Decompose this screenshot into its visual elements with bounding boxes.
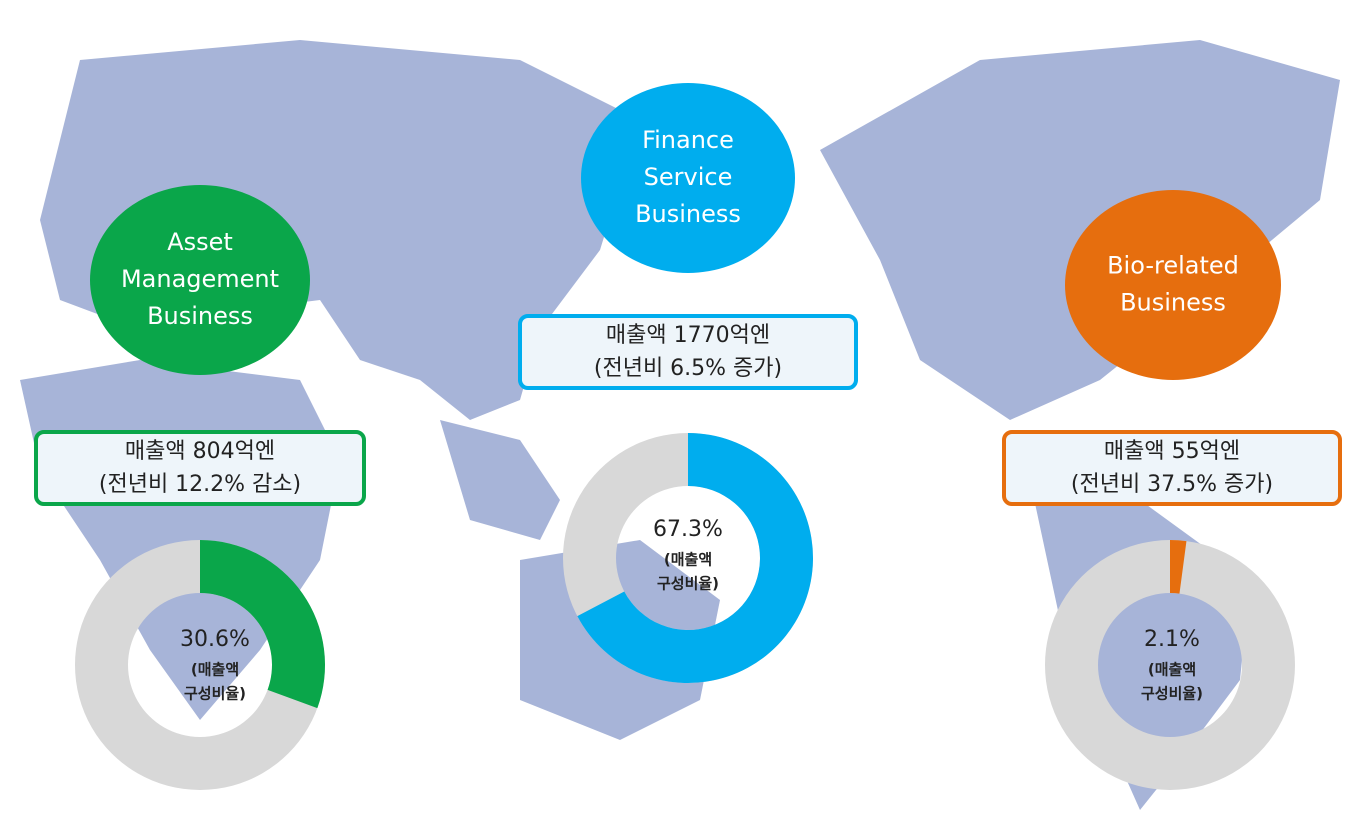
value-label: 30.6% — [180, 627, 250, 652]
ratio-note: (매출액 — [191, 661, 239, 679]
sales-box — [34, 430, 366, 506]
sales-text: 매출액 804억엔 — [125, 439, 275, 464]
business-name: Bio-related — [1107, 252, 1239, 280]
donut-segment — [200, 540, 325, 709]
sales-text: (전년비 37.5% 증가) — [1071, 472, 1273, 497]
sales-text: (전년비 12.2% 감소) — [99, 472, 301, 497]
donut-rest — [1044, 540, 1295, 791]
business-name: Business — [147, 302, 253, 330]
business-name: Business — [1120, 289, 1226, 317]
value-label: 67.3% — [653, 517, 723, 542]
business-name: Asset — [167, 228, 233, 256]
donut-segment — [577, 433, 813, 683]
business-circle — [90, 185, 310, 375]
value-label: 2.1% — [1144, 627, 1200, 652]
ratio-note: (매출액 — [1148, 661, 1196, 679]
sales-text: 매출액 1770억엔 — [606, 323, 770, 348]
business-name: Management — [121, 265, 279, 293]
business-name: Finance — [642, 126, 734, 154]
sales-text: (전년비 6.5% 증가) — [594, 356, 782, 381]
sales-box — [1002, 430, 1342, 506]
business-circle — [1065, 190, 1281, 380]
business-name: Business — [635, 200, 741, 228]
sales-text: 매출액 55억엔 — [1104, 439, 1240, 464]
business-name: Service — [644, 163, 733, 191]
ratio-note: (매출액 — [664, 551, 712, 569]
ratio-note: 구성비율) — [184, 685, 246, 703]
donut-segment — [1170, 540, 1187, 594]
sales-box — [518, 314, 858, 390]
business-circle — [581, 83, 795, 273]
ratio-note: 구성비율) — [1141, 685, 1203, 703]
ratio-note: 구성비율) — [657, 575, 719, 593]
